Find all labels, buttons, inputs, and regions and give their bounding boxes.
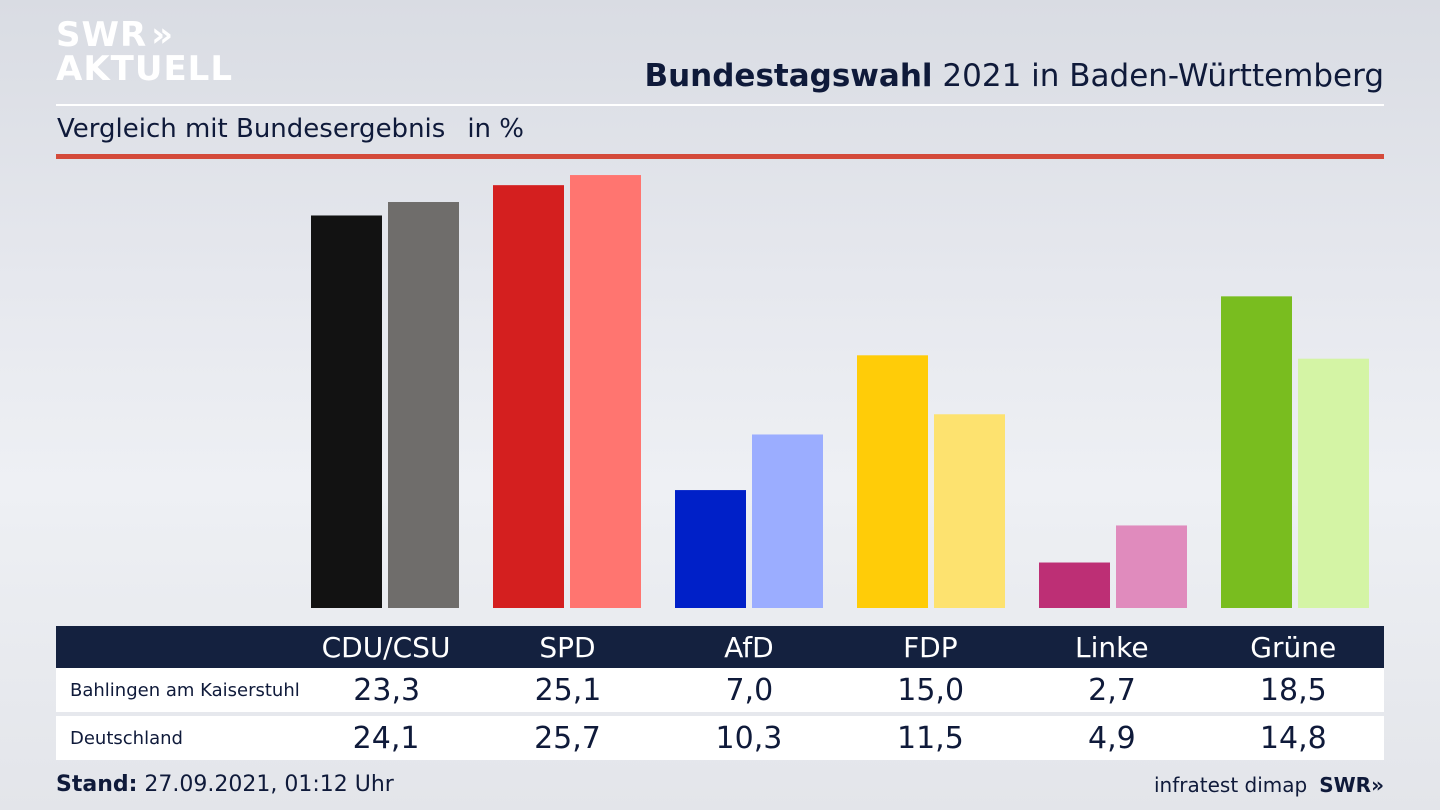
bar-linke-local: [1039, 562, 1110, 608]
header-spd: SPD: [539, 630, 596, 664]
stand-value: 27.09.2021, 01:12 Uhr: [137, 772, 394, 797]
bar-afd-local: [675, 490, 746, 608]
chevron-logo-icon: »: [151, 15, 175, 55]
bar-cdu-germany: [388, 202, 459, 608]
stand-label: Stand:: [56, 772, 138, 797]
row-label-germany: Deutschland: [70, 727, 183, 749]
value-germany-linke: 4,9: [1087, 720, 1136, 756]
bar-cdu-local: [311, 215, 382, 608]
subtitle-text: Vergleich mit Bundesergebnis: [57, 114, 446, 144]
bar-gruene-local: [1221, 296, 1292, 608]
page-title: Bundestagswahl 2021 in Baden-Württemberg: [644, 58, 1384, 94]
value-local-fdp: 15,0: [897, 672, 965, 708]
bar-linke-germany: [1116, 525, 1187, 608]
header-afd: AfD: [724, 630, 774, 664]
value-local-spd: 25,1: [534, 672, 602, 708]
timestamp: Stand: 27.09.2021, 01:12 Uhr: [56, 772, 394, 797]
bar-spd-germany: [570, 175, 641, 609]
header-gruene: Grüne: [1250, 630, 1337, 664]
row-label-local: Bahlingen am Kaiserstuhl: [70, 679, 300, 701]
table-row: Deutschland 24,1 25,7 10,3 11,5 4,9 14,8: [56, 716, 1384, 760]
value-local-afd: 7,0: [725, 672, 774, 708]
title-bold: Bundestagswahl: [644, 58, 933, 94]
bar-spd-local: [493, 185, 564, 608]
table-row: Bahlingen am Kaiserstuhl 23,3 25,1 7,0 1…: [56, 668, 1384, 712]
title-rest: 2021 in Baden-Württemberg: [932, 58, 1384, 94]
logo-line1: SWR: [56, 15, 148, 55]
bar-fdp-local: [857, 355, 928, 608]
bar-afd-germany: [752, 434, 823, 608]
header-linke: Linke: [1075, 630, 1149, 664]
value-germany-fdp: 11,5: [897, 720, 964, 756]
chart-subtitle: Vergleich mit Bundesergebnis in %: [57, 114, 524, 144]
value-germany-gruene: 14,8: [1259, 720, 1327, 756]
table-header-row: CDU/CSU SPD AfD FDP Linke Grüne: [56, 626, 1384, 668]
bar-chart: [311, 175, 1369, 609]
swr-logo-text: SWR: [1319, 773, 1372, 797]
source-credit: infratest dimap SWR»: [1154, 773, 1384, 797]
value-local-linke: 2,7: [1088, 672, 1136, 708]
chevron-small-icon: »: [1371, 773, 1384, 797]
value-local-cdu: 23,3: [353, 672, 421, 708]
header-cdu: CDU/CSU: [321, 630, 451, 664]
header-fdp: FDP: [903, 630, 958, 664]
source-text: infratest dimap: [1154, 773, 1308, 797]
value-germany-afd: 10,3: [715, 720, 783, 756]
swr-logo: SWR»: [1319, 773, 1384, 797]
accent-divider: [56, 154, 1384, 159]
logo-line2: AKTUELL: [56, 49, 234, 89]
value-local-gruene: 18,5: [1259, 672, 1327, 708]
value-germany-cdu: 24,1: [352, 720, 420, 756]
results-table: CDU/CSU SPD AfD FDP Linke Grüne Bahlinge…: [56, 626, 1384, 760]
subtitle-unit: in %: [467, 114, 524, 144]
bar-gruene-germany: [1298, 358, 1369, 608]
header-divider: [56, 104, 1384, 106]
bar-fdp-germany: [934, 414, 1005, 608]
swr-aktuell-logo: SWR» AKTUELL: [56, 18, 233, 86]
value-germany-spd: 25,7: [534, 720, 601, 756]
